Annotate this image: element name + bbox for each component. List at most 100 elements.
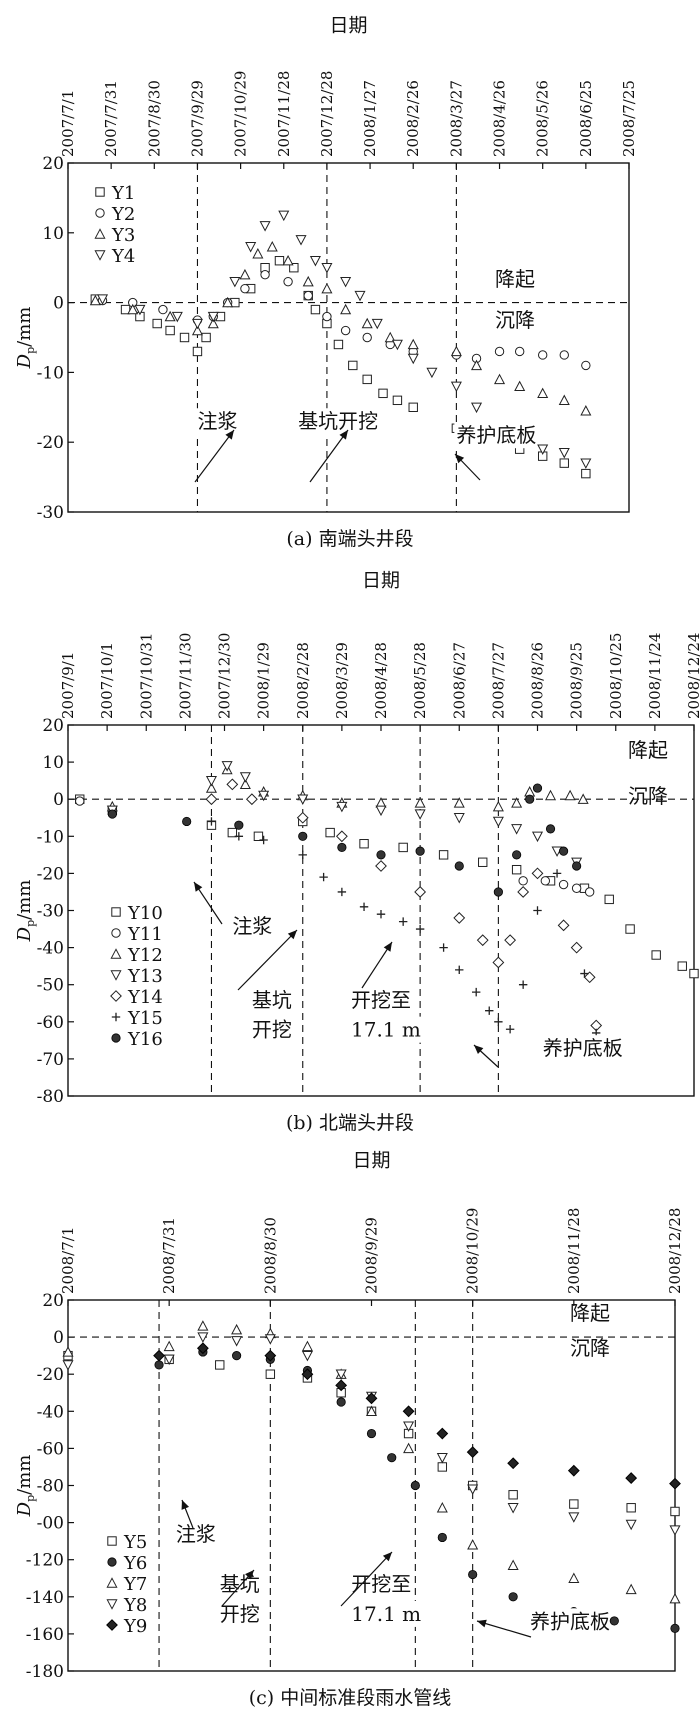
data-point [572, 861, 582, 871]
legend-label: Y12 [127, 945, 163, 966]
x-tick-label: 2008/7/31 [160, 1217, 178, 1294]
annotation: 注浆 [197, 409, 237, 433]
data-point [625, 1583, 637, 1595]
y-tick-label: -60 [37, 1439, 64, 1459]
data-point [669, 1592, 681, 1604]
data-point [371, 318, 383, 330]
data-point [62, 1360, 74, 1371]
data-point [537, 350, 548, 360]
y-tick-label: -80 [37, 1087, 64, 1107]
legend-marker [107, 1557, 117, 1567]
legend-label: Y15 [127, 1008, 163, 1029]
data-point [507, 1559, 519, 1570]
figure-caption: (c) 中间标准段雨水管线 [249, 1687, 452, 1709]
annotation: 基坑开挖 [298, 409, 378, 433]
series-Y7 [62, 1320, 681, 1604]
data-point [253, 831, 264, 841]
annotation: 开挖至 [351, 988, 411, 1012]
series-Y12 [106, 763, 589, 812]
data-point [96, 294, 109, 305]
data-point [298, 850, 307, 860]
data-point [340, 325, 351, 336]
x-tick-label: 2008/9/25 [568, 642, 586, 719]
data-point [532, 783, 543, 793]
data-point [545, 824, 556, 834]
x-tick-label: 2007/12/28 [318, 71, 336, 157]
y-tick-label: -30 [37, 902, 64, 922]
data-point [567, 1464, 580, 1477]
data-point [525, 794, 535, 804]
annotation: 开挖 [252, 1018, 292, 1042]
data-point [207, 317, 219, 329]
data-point [436, 1501, 448, 1513]
data-point [348, 360, 358, 371]
data-point [476, 934, 489, 947]
data-point [670, 1506, 680, 1517]
annotation-bg [249, 986, 290, 1013]
legend-marker [95, 208, 105, 218]
figure-caption: (b) 北端头井段 [286, 1112, 414, 1134]
annotation-bg [249, 1016, 290, 1043]
legend-label: Y2 [111, 204, 135, 225]
data-point [494, 373, 506, 385]
data-point [258, 790, 270, 802]
data-point [504, 934, 517, 947]
x-tick-label: 2007/11/28 [275, 71, 293, 157]
data-point [359, 902, 369, 911]
data-point [410, 1480, 420, 1491]
data-point [340, 303, 352, 315]
data-point [245, 242, 257, 253]
data-point [296, 811, 309, 824]
x-tick-label: 2008/5/26 [534, 80, 552, 157]
data-point [191, 318, 203, 330]
data-point [231, 1336, 243, 1347]
y-tick-label: -60 [37, 1013, 64, 1033]
data-point [577, 793, 589, 804]
data-point [677, 961, 687, 971]
series-Y4 [96, 210, 592, 469]
arrow-head [382, 1552, 392, 1562]
data-point [152, 318, 162, 329]
y-axis-label: Dp/mm [14, 880, 37, 943]
legend-label: Y8 [123, 1595, 147, 1616]
y-label-sub: p [24, 920, 37, 927]
data-point [378, 388, 388, 399]
data-point [511, 797, 523, 808]
x-tick-label: 2008/1/29 [255, 642, 273, 719]
y-tick-label: 0 [53, 294, 64, 314]
annotation: 养护底板 [543, 1036, 623, 1060]
y-axis-label: Dp/mm [14, 307, 37, 370]
data-point [179, 332, 190, 343]
data-point [229, 276, 241, 288]
legend-label: Y7 [123, 1574, 147, 1595]
figure-caption: (a) 南端头井段 [286, 528, 413, 550]
data-point [302, 275, 314, 287]
y-tick-label: 0 [53, 1328, 64, 1348]
data-point [537, 387, 549, 399]
data-point [558, 846, 569, 856]
data-point [240, 283, 250, 294]
arrow-head [474, 1045, 484, 1055]
data-point [264, 1349, 277, 1362]
data-point [354, 290, 366, 302]
annotation: 17.1 m [351, 1018, 421, 1042]
data-point [415, 924, 425, 934]
data-point [689, 968, 699, 979]
legend-marker [95, 187, 105, 197]
legend-label: Y16 [127, 1029, 163, 1050]
annotation: 养护底板 [456, 423, 536, 447]
data-point [398, 917, 408, 926]
data-point [453, 912, 466, 924]
data-point [415, 846, 425, 856]
x-tick-label: 2008/4/28 [372, 642, 390, 719]
x-tick-label: 2008/3/27 [447, 80, 465, 157]
data-point [205, 775, 217, 787]
legend-marker [94, 228, 106, 239]
data-point [289, 263, 299, 273]
data-point [321, 263, 333, 274]
data-point [283, 276, 293, 287]
data-point [580, 405, 592, 416]
data-point [196, 1342, 209, 1355]
data-point [485, 1006, 494, 1015]
